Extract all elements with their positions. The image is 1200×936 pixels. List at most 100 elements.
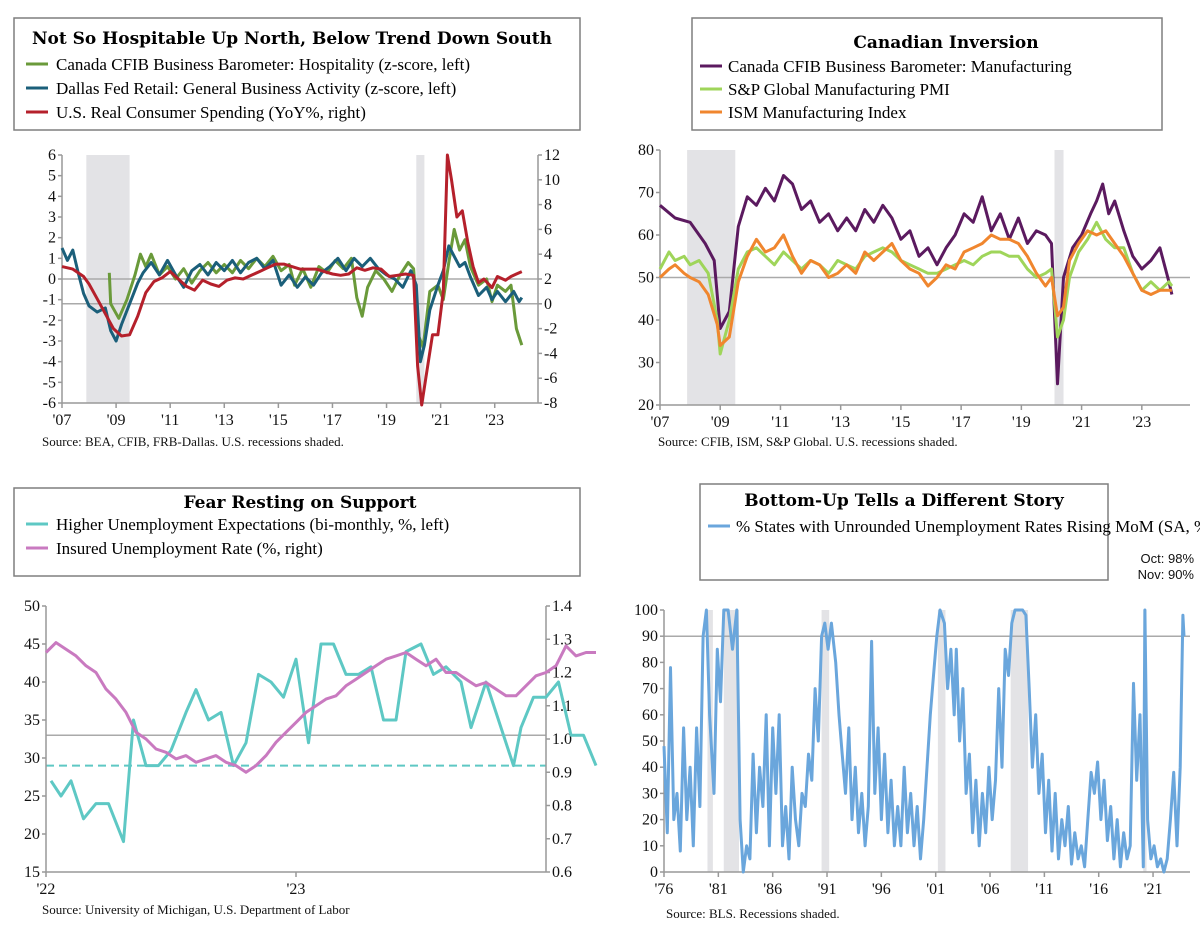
y-right-tick-label: 6 xyxy=(544,221,552,238)
x-tick-label: '17 xyxy=(323,412,342,429)
series-line-0 xyxy=(107,227,524,349)
recession-shade xyxy=(937,610,946,872)
x-tick-label: '09 xyxy=(711,414,730,431)
chart-canadian-inversion: Canadian Inversion Canada CFIB Business … xyxy=(638,17,1190,449)
y-tick-label: 80 xyxy=(638,142,654,159)
y-tick-label: 40 xyxy=(642,759,658,776)
y-tick-label: -3 xyxy=(43,333,56,350)
chart-title: Fear Resting on Support xyxy=(183,493,416,513)
y-tick-label: 15 xyxy=(24,864,40,881)
x-tick-label: '23 xyxy=(1132,414,1151,431)
plot-area: 15 20 25 30 35 40 45 50 0.6 0.7 0.8 0.9 1.0 1.1 1.2 1.3… xyxy=(24,598,598,898)
y-right-tick-label: 1.3 xyxy=(552,631,572,648)
x-tick-label: '11 xyxy=(161,412,179,429)
x-tick-label: '01 xyxy=(926,881,945,898)
y-right-tick-label: -2 xyxy=(544,321,557,338)
y-tick-label: 100 xyxy=(634,602,658,619)
chart-hospitality: Not So Hospitable Up North, Below Trend … xyxy=(13,17,581,449)
chart-fear-resting: Fear Resting on Support Higher Unemploym… xyxy=(13,487,598,917)
x-tick-label: '11 xyxy=(1035,881,1053,898)
legend-label: U.S. Real Consumer Spending (YoY%, right… xyxy=(56,103,366,122)
x-tick-label: '13 xyxy=(831,414,850,431)
y-tick-label: 6 xyxy=(48,147,56,164)
legend-label: Canada CFIB Business Barometer: Manufact… xyxy=(728,57,1072,76)
legend-label: ISM Manufacturing Index xyxy=(728,103,907,122)
x-tick-label: '13 xyxy=(215,412,234,429)
y-right-tick-label: 4 xyxy=(544,246,552,263)
y-tick-label: 20 xyxy=(638,397,654,414)
y-tick-label: 2 xyxy=(48,230,56,247)
y-tick-label: 40 xyxy=(638,312,654,329)
x-tick-label: '96 xyxy=(872,881,891,898)
x-tick-label: '21 xyxy=(1072,414,1091,431)
y-tick-label: 10 xyxy=(642,838,658,855)
y-tick-label: 0 xyxy=(48,271,56,288)
x-tick-label: '17 xyxy=(952,414,971,431)
chart-source: Source: University of Michigan, U.S. Dep… xyxy=(42,902,350,917)
y-tick-label: 70 xyxy=(638,185,654,202)
x-tick-label: '22 xyxy=(37,881,56,898)
y-tick-label: 20 xyxy=(24,826,40,843)
chart-source: Source: CFIB, ISM, S&P Global. U.S. rece… xyxy=(658,434,958,449)
recession-shade xyxy=(821,610,830,872)
y-right-tick-label: 0 xyxy=(544,296,552,313)
y-tick-label: 80 xyxy=(642,654,658,671)
x-tick-label: '21 xyxy=(1144,881,1163,898)
x-tick-label: '11 xyxy=(771,414,789,431)
x-tick-label: '23 xyxy=(287,881,306,898)
chart-source: Source: BEA, CFIB, FRB-Dallas. U.S. rece… xyxy=(42,434,344,449)
x-tick-label: '21 xyxy=(431,412,450,429)
chart-source: Source: BLS. Recessions shaded. xyxy=(666,906,840,921)
y-right-tick-label: 10 xyxy=(544,172,560,189)
y-tick-label: 1 xyxy=(48,250,56,267)
annotation-oct: Oct: 98% xyxy=(1141,551,1195,566)
y-tick-label: 20 xyxy=(642,812,658,829)
y-tick-label: 30 xyxy=(24,750,40,767)
y-tick-label: 50 xyxy=(24,598,40,615)
chart-panel-fear-resting: Fear Resting on Support Higher Unemploym… xyxy=(0,468,600,936)
legend-label: Dallas Fed Retail: General Business Acti… xyxy=(56,79,456,98)
y-tick-label: 60 xyxy=(638,227,654,244)
y-tick-label: 30 xyxy=(638,355,654,372)
chart-title: Not So Hospitable Up North, Below Trend … xyxy=(32,29,552,49)
recession-shade xyxy=(723,610,739,872)
series-line-0 xyxy=(49,642,598,844)
x-tick-label: '16 xyxy=(1089,881,1108,898)
series-line-0 xyxy=(659,174,1174,386)
legend-label: Canada CFIB Business Barometer: Hospital… xyxy=(56,55,470,74)
y-tick-label: 3 xyxy=(48,209,56,226)
chart-title: Canadian Inversion xyxy=(853,33,1038,53)
y-tick-label: 25 xyxy=(24,788,40,805)
series-line-0 xyxy=(662,608,1186,874)
y-tick-label: -4 xyxy=(43,354,56,371)
y-right-tick-label: 0.7 xyxy=(552,831,572,848)
y-tick-label: -5 xyxy=(43,374,56,391)
chart-panel-bottom-up: Bottom-Up Tells a Different Story % Stat… xyxy=(600,468,1200,936)
x-tick-label: '07 xyxy=(651,414,670,431)
y-tick-label: 4 xyxy=(48,188,56,205)
x-tick-label: '19 xyxy=(377,412,396,429)
series-line-2 xyxy=(658,229,1172,347)
y-tick-label: 30 xyxy=(642,785,658,802)
y-right-tick-label: 1.4 xyxy=(552,598,572,615)
series-line-1 xyxy=(658,220,1174,356)
y-tick-label: 50 xyxy=(638,270,654,287)
legend-label: % States with Unrounded Unemployment Rat… xyxy=(736,517,1200,536)
y-right-tick-label: 2 xyxy=(544,271,552,288)
y-tick-label: 0 xyxy=(650,864,658,881)
y-tick-label: 90 xyxy=(642,628,658,645)
x-tick-label: '15 xyxy=(269,412,288,429)
series-line-1 xyxy=(60,244,524,364)
x-tick-label: '19 xyxy=(1012,414,1031,431)
x-tick-label: '07 xyxy=(53,412,72,429)
legend-box xyxy=(691,17,1163,131)
y-right-tick-label: -8 xyxy=(544,395,557,412)
x-tick-label: '81 xyxy=(709,881,728,898)
recession-shade xyxy=(1010,610,1029,872)
x-tick-label: '86 xyxy=(763,881,782,898)
y-tick-label: -1 xyxy=(43,292,56,309)
x-tick-label: '09 xyxy=(107,412,126,429)
plot-area: 20 30 40 50 60 70 80 '07 '09 '11 '13 '15 '17 '19 '21 '2… xyxy=(638,142,1190,431)
y-tick-label: 35 xyxy=(24,712,40,729)
